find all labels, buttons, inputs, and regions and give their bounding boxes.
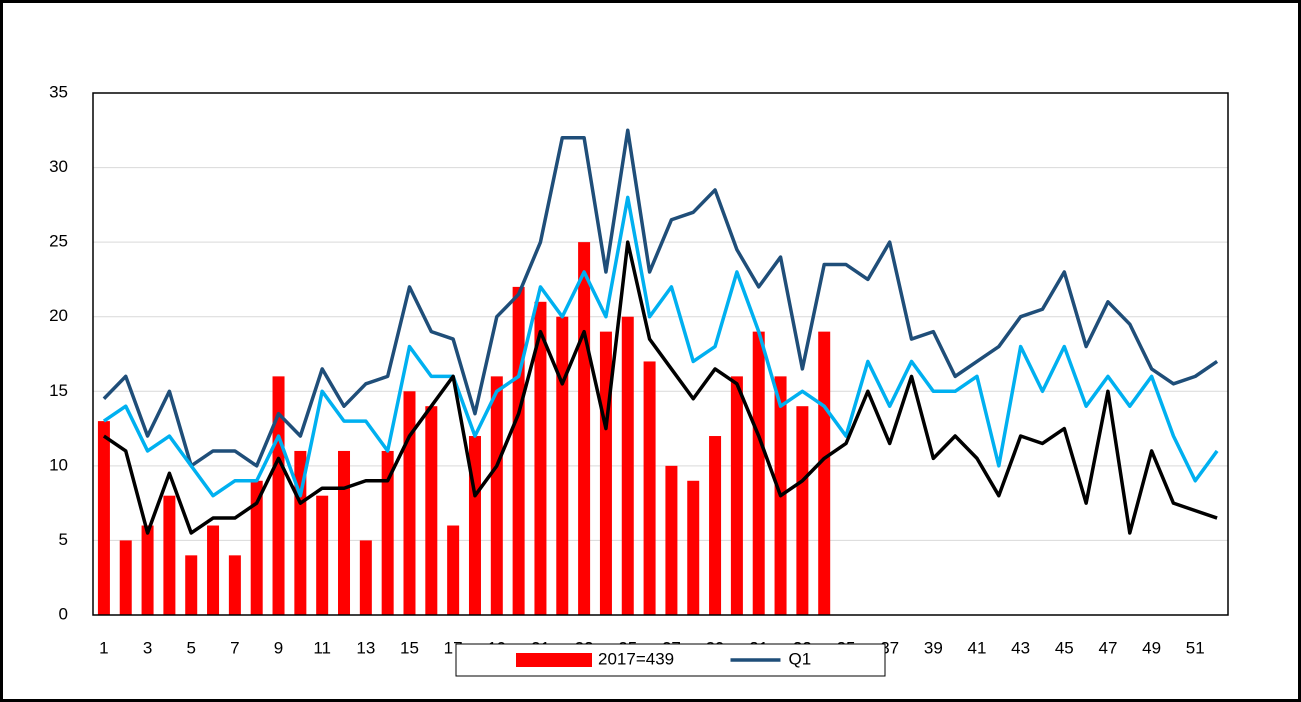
y-tick-label: 35: [49, 82, 68, 101]
bar: [141, 525, 154, 615]
y-tick-label: 5: [59, 530, 68, 549]
bar: [381, 450, 394, 615]
bar: [490, 376, 503, 615]
bar: [272, 376, 285, 615]
bar: [512, 286, 525, 615]
bar: [752, 331, 765, 615]
legend-swatch: [516, 653, 592, 667]
bar: [228, 555, 241, 615]
x-tick-label: 41: [968, 638, 987, 657]
y-tick-label: 15: [49, 381, 68, 400]
x-tick-label: 13: [356, 638, 375, 657]
bar: [599, 331, 612, 615]
bar: [534, 301, 547, 615]
bar: [796, 406, 809, 615]
x-tick-label: 45: [1055, 638, 1074, 657]
x-tick-label: 47: [1098, 638, 1117, 657]
x-tick-label: 39: [924, 638, 943, 657]
bar: [250, 480, 263, 615]
bar: [403, 391, 416, 615]
x-tick-label: 51: [1186, 638, 1205, 657]
x-tick-label: 15: [400, 638, 419, 657]
bar: [447, 525, 460, 615]
bar: [556, 316, 569, 615]
y-tick-label: 10: [49, 455, 68, 474]
bar: [207, 525, 220, 615]
y-tick-label: 30: [49, 157, 68, 176]
legend-label: 2017=439: [598, 649, 674, 668]
line: [102, 128, 1219, 468]
bar: [425, 406, 438, 615]
x-tick-label: 49: [1142, 638, 1161, 657]
x-tick-label: 11: [313, 638, 331, 657]
bar: [97, 421, 110, 615]
x-tick-label: 7: [230, 638, 239, 657]
legend-label: Q1: [789, 649, 812, 668]
bar: [818, 331, 831, 615]
bar: [119, 540, 132, 615]
x-tick-label: 43: [1011, 638, 1030, 657]
y-tick-label: 25: [49, 232, 68, 251]
plot-border: [92, 92, 1229, 616]
bar: [643, 361, 656, 615]
bar: [316, 495, 329, 615]
marks: [97, 128, 1219, 615]
bar: [687, 480, 700, 615]
x-tick-label: 1: [99, 638, 108, 657]
x-tick-label: 3: [143, 638, 152, 657]
bar: [621, 316, 634, 615]
bar: [359, 540, 372, 615]
x-tick-label: 5: [186, 638, 195, 657]
y-tick-label: 0: [59, 604, 68, 623]
bar: [665, 465, 678, 615]
bar: [163, 495, 176, 615]
bar: [468, 436, 481, 615]
bar: [185, 555, 198, 615]
bar: [730, 376, 743, 615]
legend: 2017=439 Q1: [455, 643, 886, 677]
line: [102, 195, 1219, 498]
bar: [709, 436, 722, 615]
x-tick-label: 9: [274, 638, 283, 657]
y-tick-label: 20: [49, 306, 68, 325]
bar: [578, 242, 591, 615]
bar: [338, 450, 351, 615]
line: [102, 240, 1218, 535]
